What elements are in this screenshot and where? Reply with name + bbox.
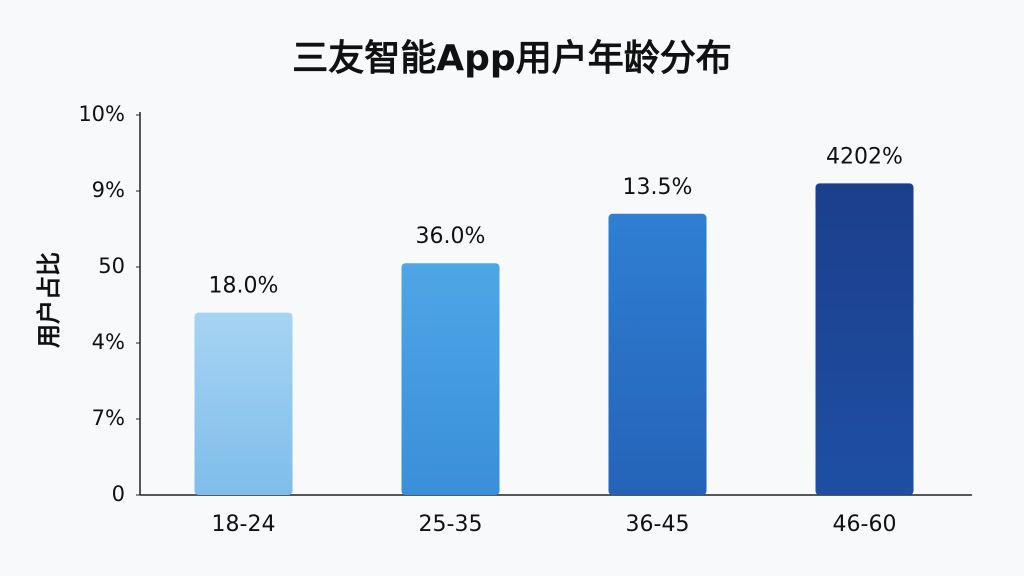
x-tick-label: 46-60 [833,512,897,537]
y-axis-label: 用户占比 [35,252,63,348]
data-label: 13.5% [623,175,693,200]
x-tick-label: 18-24 [212,512,276,537]
bar [815,183,914,495]
data-label: 18.0% [209,274,279,299]
x-tick-label: 25-35 [419,512,483,537]
y-tick-label: 0 [112,482,125,506]
x-tick-label: 36-45 [626,512,690,537]
bar [608,213,707,496]
y-tick-label: 9% [92,178,125,202]
y-tick-label: 4% [92,330,125,354]
data-label: 36.0% [416,224,486,249]
y-tick-label: 50 [98,254,125,278]
y-tick-label: 7% [92,406,125,430]
bar [401,263,500,495]
y-tick-label: 10% [78,102,125,126]
data-label: 4202% [826,144,903,169]
bar [194,312,293,495]
chart-title: 三友智能App用户年龄分布 [292,38,731,79]
